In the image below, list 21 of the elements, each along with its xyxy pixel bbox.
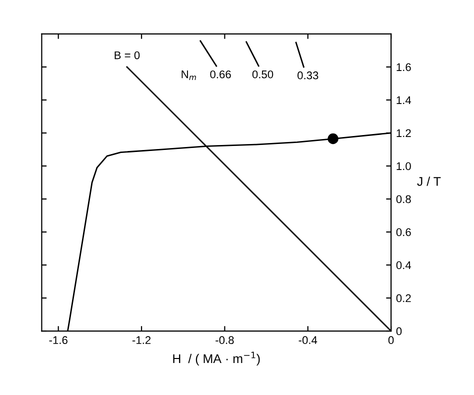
annotation: N$_{m}$	[182, 70, 196, 80]
annotation: 0.50	[252, 70, 274, 78]
y-tick-label: 1.4	[396, 96, 412, 104]
y-tick-label: 1.2	[396, 129, 411, 138]
x-tick-label: -1.2	[132, 336, 151, 344]
y-tick-label: 0.8	[396, 195, 411, 204]
y-tick-label: 0.6	[396, 228, 411, 236]
y-tick-label: 0	[396, 327, 402, 336]
annotation: 0.66	[210, 70, 231, 78]
annotation: B = 0	[114, 51, 140, 60]
y-tick-label: 0.4	[396, 261, 412, 270]
y-axis-title: J / T	[417, 176, 441, 186]
x-tick-label: -0.4	[298, 336, 318, 344]
annotation: 0.33	[298, 71, 318, 80]
y-tick-label: 1.6	[396, 63, 411, 72]
x-axis-title: H / ( MA · m$^{−1}$)	[173, 352, 260, 366]
y-tick-label: 0.2	[396, 294, 411, 302]
x-tick-label: 0	[388, 336, 394, 344]
y-tick-label: 1.0	[396, 162, 411, 170]
x-tick-label: -1.6	[49, 336, 68, 344]
x-tick-label: -0.8	[216, 336, 234, 344]
